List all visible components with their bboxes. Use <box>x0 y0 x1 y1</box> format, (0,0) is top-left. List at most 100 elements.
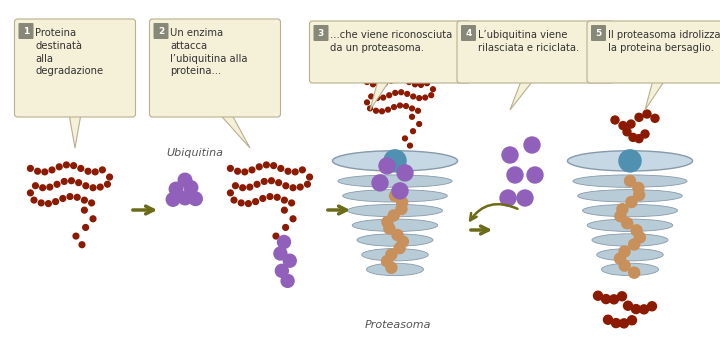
Circle shape <box>85 168 91 174</box>
Circle shape <box>603 315 613 324</box>
Circle shape <box>615 211 626 222</box>
Circle shape <box>647 302 657 311</box>
Circle shape <box>639 305 649 314</box>
Circle shape <box>387 93 392 98</box>
Circle shape <box>617 204 628 215</box>
Circle shape <box>307 174 312 180</box>
Circle shape <box>282 207 287 213</box>
Circle shape <box>76 180 81 185</box>
Circle shape <box>189 192 202 205</box>
Circle shape <box>386 262 397 273</box>
Circle shape <box>179 173 192 187</box>
Circle shape <box>382 81 387 86</box>
Circle shape <box>261 179 267 184</box>
FancyBboxPatch shape <box>313 25 328 41</box>
Circle shape <box>283 224 289 230</box>
Circle shape <box>107 174 112 180</box>
Circle shape <box>273 233 279 239</box>
Circle shape <box>63 162 69 168</box>
Circle shape <box>67 194 73 199</box>
Circle shape <box>253 199 258 204</box>
Circle shape <box>364 100 369 105</box>
Circle shape <box>104 181 110 187</box>
Circle shape <box>626 197 637 207</box>
Circle shape <box>623 128 631 136</box>
Circle shape <box>507 167 523 183</box>
Circle shape <box>31 197 37 203</box>
Circle shape <box>641 130 649 138</box>
Circle shape <box>169 182 183 196</box>
Circle shape <box>417 96 422 101</box>
Circle shape <box>417 122 422 126</box>
Circle shape <box>81 207 87 213</box>
Circle shape <box>621 218 633 229</box>
Circle shape <box>614 253 626 264</box>
Circle shape <box>271 163 276 168</box>
Circle shape <box>277 236 290 248</box>
Polygon shape <box>220 114 250 148</box>
Ellipse shape <box>567 151 693 171</box>
Circle shape <box>260 196 266 201</box>
Circle shape <box>500 190 516 206</box>
Circle shape <box>618 292 626 301</box>
Text: 3: 3 <box>318 28 324 38</box>
Circle shape <box>631 304 641 314</box>
FancyBboxPatch shape <box>591 25 606 41</box>
Circle shape <box>54 181 60 187</box>
Circle shape <box>269 178 274 184</box>
Circle shape <box>388 210 399 221</box>
Circle shape <box>425 81 429 86</box>
Circle shape <box>267 194 273 199</box>
Circle shape <box>396 203 407 215</box>
Circle shape <box>292 169 298 175</box>
Text: Ubiquitina: Ubiquitina <box>166 148 223 158</box>
Circle shape <box>235 168 240 174</box>
Ellipse shape <box>343 190 447 202</box>
Circle shape <box>247 184 253 190</box>
Circle shape <box>610 295 618 304</box>
Circle shape <box>394 243 405 254</box>
Polygon shape <box>220 113 230 116</box>
Circle shape <box>71 163 76 168</box>
Ellipse shape <box>357 234 433 246</box>
Circle shape <box>47 184 53 190</box>
Circle shape <box>413 82 418 87</box>
Ellipse shape <box>588 219 672 232</box>
Circle shape <box>423 95 428 100</box>
Circle shape <box>231 197 237 203</box>
Text: 4: 4 <box>465 28 472 38</box>
Circle shape <box>517 190 533 206</box>
Circle shape <box>382 217 393 227</box>
Circle shape <box>404 104 408 108</box>
Circle shape <box>397 103 402 108</box>
FancyBboxPatch shape <box>587 21 720 83</box>
Circle shape <box>611 116 619 124</box>
Ellipse shape <box>348 204 443 217</box>
Polygon shape <box>645 80 665 110</box>
Circle shape <box>429 93 433 98</box>
Circle shape <box>300 167 305 173</box>
Circle shape <box>624 301 632 310</box>
Circle shape <box>415 108 420 113</box>
Circle shape <box>179 191 192 205</box>
Circle shape <box>651 114 659 122</box>
Circle shape <box>624 175 636 186</box>
Circle shape <box>274 195 280 200</box>
Text: Proteasoma: Proteasoma <box>365 320 431 330</box>
Circle shape <box>633 182 644 194</box>
Circle shape <box>408 143 413 148</box>
FancyBboxPatch shape <box>153 23 168 39</box>
Circle shape <box>379 158 395 174</box>
Circle shape <box>627 120 635 128</box>
Circle shape <box>384 150 406 172</box>
Circle shape <box>619 150 641 172</box>
Circle shape <box>42 169 48 175</box>
Ellipse shape <box>333 151 458 171</box>
Polygon shape <box>510 80 534 110</box>
Circle shape <box>89 200 94 206</box>
Circle shape <box>502 147 518 163</box>
Circle shape <box>166 193 180 206</box>
Circle shape <box>395 77 400 81</box>
Circle shape <box>27 190 33 196</box>
Text: Il proteasoma idrolizza
la proteina bersaglio.: Il proteasoma idrolizza la proteina bers… <box>608 30 720 53</box>
